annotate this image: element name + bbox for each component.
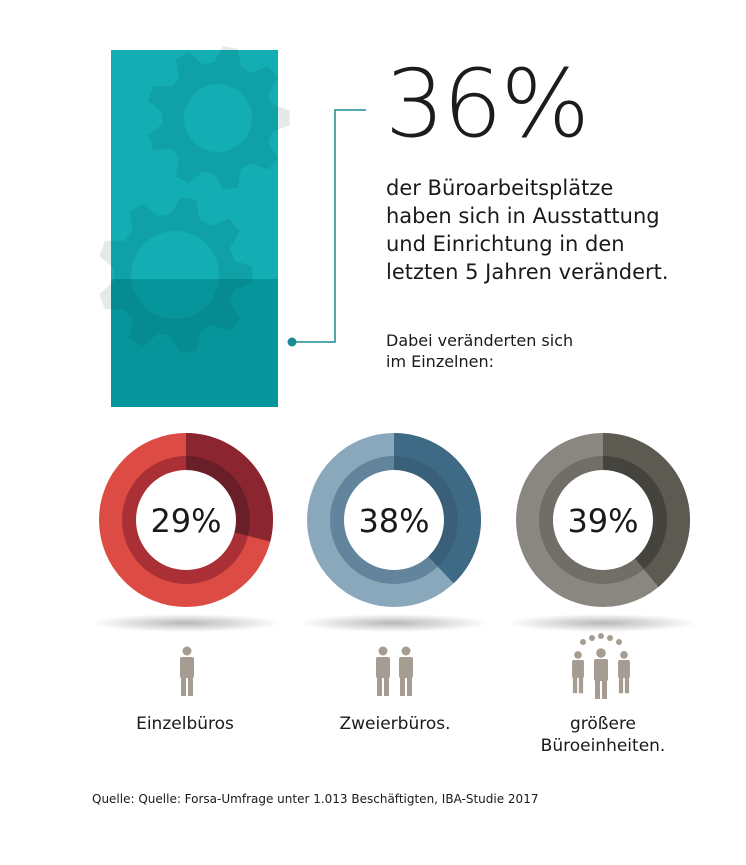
donut-3: 39% (508, 433, 698, 632)
label-line: Büroeinheiten. (540, 736, 666, 756)
donut-shadow (91, 614, 281, 632)
sub-line: im Einzelnen: (386, 352, 495, 371)
lead-line: und Einrichtung in den (386, 232, 625, 256)
headline-description: der Büroarbeitsplätze haben sich in Auss… (386, 174, 726, 286)
subheading: Dabei veränderten sich im Einzelnen: (386, 330, 686, 372)
connector-dot (287, 337, 297, 347)
label-zweierbueros: Zweierbüros. (295, 713, 495, 735)
donut-value-label: 39% (567, 502, 638, 540)
headline-percent: 36% (385, 50, 590, 159)
donut-2: 38% (299, 432, 489, 632)
gear-icon (99, 46, 290, 353)
donut-hole (136, 470, 236, 570)
label-line: größere (569, 714, 637, 734)
lead-line: haben sich in Ausstattung (386, 204, 660, 228)
label-groessere-bueroeinheiten: größere Büroeinheiten. (503, 713, 703, 757)
donut-hole (344, 470, 444, 570)
lead-line: der Büroarbeitsplätze (386, 176, 614, 200)
donut-hole (553, 470, 653, 570)
label-line: Zweierbüros. (339, 714, 451, 734)
two-persons-icon (376, 646, 413, 696)
group-icon (572, 633, 630, 699)
donut-1: 29% (91, 432, 281, 632)
connector-line (292, 109, 366, 343)
donut-value-label: 38% (358, 502, 429, 540)
icons (180, 633, 630, 699)
bar-fill-36 (111, 279, 278, 407)
lead-line: letzten 5 Jahren verändert. (386, 260, 669, 284)
source-note: Quelle: Quelle: Forsa-Umfrage unter 1.01… (92, 792, 539, 806)
donut-charts: 29% 38% 39% (91, 432, 698, 632)
donut-shadow (299, 614, 489, 632)
donut-value-label: 29% (150, 502, 221, 540)
donut-shadow (508, 614, 698, 632)
teal-column (99, 46, 290, 407)
label-einzelbueros: Einzelbüros (85, 713, 285, 735)
person-icon (180, 646, 194, 696)
sub-line: Dabei veränderten sich (386, 331, 574, 350)
label-line: Einzelbüros (136, 714, 234, 734)
